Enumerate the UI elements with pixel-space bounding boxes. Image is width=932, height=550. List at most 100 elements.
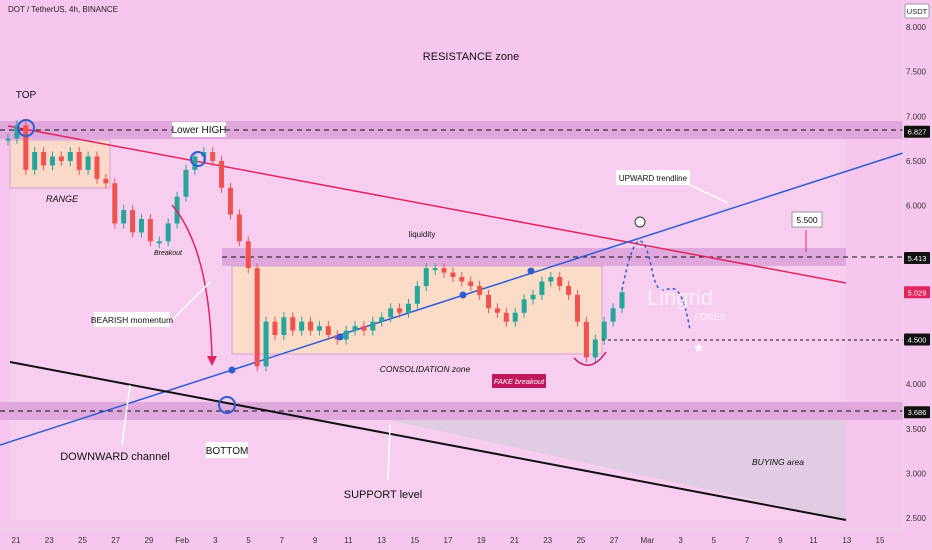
candle-body <box>245 241 251 269</box>
candle-body <box>227 187 233 215</box>
candle-body <box>103 178 109 184</box>
date-tick-label: 5 <box>712 536 717 545</box>
lower-high-label: Lower HIGH <box>171 125 226 136</box>
candle-body <box>41 152 47 166</box>
candle-body <box>299 321 305 331</box>
candle-body <box>121 210 127 224</box>
support-pointer <box>387 424 391 481</box>
candle-body <box>67 152 73 161</box>
candle-body <box>548 277 554 282</box>
candle-body <box>325 326 331 336</box>
candle-body <box>405 303 411 313</box>
date-tick-label: 17 <box>444 536 453 545</box>
candle-body <box>583 321 589 358</box>
date-tick-label: 19 <box>477 536 486 545</box>
candle-body <box>156 241 162 244</box>
date-tick-label: Mar <box>640 536 654 545</box>
bearish-pointer <box>171 281 211 321</box>
bearish-box <box>94 312 170 327</box>
date-tick-label: 11 <box>809 536 818 545</box>
candle-body <box>530 294 536 300</box>
candle-body <box>272 321 278 336</box>
candle-body <box>219 160 225 188</box>
price-series <box>5 120 625 372</box>
price-tick-label: 8.000 <box>906 23 927 32</box>
currency-box <box>904 3 930 19</box>
date-tick-label: 7 <box>280 536 285 545</box>
price-badge-label: 3.686 <box>908 408 927 417</box>
candle-body <box>397 308 403 313</box>
date-tick-label: 15 <box>410 536 419 545</box>
eye-icon <box>634 216 646 228</box>
candle-body <box>76 152 82 170</box>
price-tick-label: 6.500 <box>906 157 927 166</box>
range-label: RANGE <box>46 194 79 204</box>
symbol-label: DOT / TetherUS, 4h, BINANCE <box>8 5 118 14</box>
bottom-marker <box>218 396 236 414</box>
price-tick-label: 4.000 <box>906 380 927 389</box>
candle-body <box>414 285 420 304</box>
date-tick-label: 23 <box>45 536 54 545</box>
date-tick-label: 25 <box>78 536 87 545</box>
candle-body <box>308 321 314 331</box>
date-tick-label: 13 <box>377 536 386 545</box>
date-axis[interactable] <box>0 530 932 550</box>
candle-body <box>575 294 581 322</box>
candle-body <box>441 268 447 273</box>
candle-body <box>85 156 91 170</box>
price-badge-label: 6.827 <box>908 128 927 137</box>
upward-trendline <box>0 152 904 446</box>
date-tick-label: 11 <box>344 536 353 545</box>
candle-body <box>512 312 518 322</box>
fake-box <box>492 374 546 388</box>
buying-label: BUYING area <box>752 457 804 467</box>
price-badge-label: 5.413 <box>908 254 927 263</box>
candle-body <box>147 218 153 242</box>
candle-body <box>14 125 20 139</box>
bearish-arrow <box>171 204 213 361</box>
breakout-label: Breakout <box>154 250 183 257</box>
fake-label: FAKE breakout <box>494 377 545 386</box>
candle-body <box>236 214 242 242</box>
candle-body <box>263 321 269 367</box>
candle-body <box>494 308 500 313</box>
candle-body <box>352 326 358 331</box>
date-tick-label: 9 <box>313 536 318 545</box>
brand-sub: FOREX <box>694 312 725 322</box>
date-tick-label: 21 <box>12 536 21 545</box>
date-tick-label: 21 <box>510 536 519 545</box>
candle-body <box>94 156 100 179</box>
upward-box <box>616 170 690 185</box>
upward-label: UPWARD trendline <box>619 174 688 183</box>
candle-body <box>58 156 64 161</box>
candle-body <box>343 330 349 340</box>
chart-title: RESISTANCE zone <box>423 51 519 63</box>
bottom-box <box>206 442 248 458</box>
currency-label: USDT <box>907 7 928 16</box>
candle-body <box>316 326 322 331</box>
date-ticks: 21 23 25 27 29 Feb 3 5 7 9 11 13 15 17 19 21 23 25 27 Mar 3 5… <box>12 536 885 545</box>
price-badge <box>904 286 930 299</box>
top-label: TOP <box>16 90 37 101</box>
consolidation-label: CONSOLIDATION zone <box>380 364 471 374</box>
candle-body <box>592 339 598 358</box>
price-badges: 6.827 5.413 5.029 4.500 3.686 <box>904 125 930 419</box>
candle-body <box>174 196 180 224</box>
candle-body <box>192 156 198 170</box>
bottom-label: BOTTOM <box>206 446 249 457</box>
price-tick-label: 3.000 <box>906 470 927 479</box>
candle-body <box>112 183 118 224</box>
price-axis[interactable] <box>903 0 932 550</box>
candle-body <box>503 312 509 322</box>
fake-breakout-curve <box>573 351 607 366</box>
candle-body <box>138 218 144 233</box>
candle-body <box>566 285 572 295</box>
price-tick-label: 7.500 <box>906 68 927 77</box>
candle-body <box>619 292 625 309</box>
price-tick-label: 2.500 <box>906 514 927 523</box>
candle-body <box>557 277 563 286</box>
candle-body <box>423 268 429 286</box>
buying-area-shade <box>390 420 846 520</box>
